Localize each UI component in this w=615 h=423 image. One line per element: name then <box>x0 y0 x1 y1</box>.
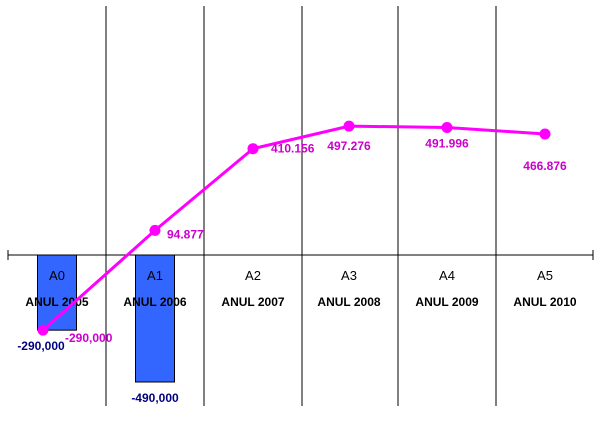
line-value-label: -290,000 <box>65 331 113 345</box>
category-code-label: A5 <box>537 268 553 283</box>
line-point-a4 <box>441 121 453 133</box>
line-point-a5 <box>539 128 551 140</box>
line-value-label: 491.996 <box>425 136 469 150</box>
category-name-label: ANUL 2007 <box>221 295 284 309</box>
category-code-label: A2 <box>245 268 261 283</box>
category-code-label: A3 <box>341 268 357 283</box>
category-name-label: ANUL 2009 <box>415 295 478 309</box>
category-name-label: ANUL 2010 <box>513 295 576 309</box>
category-name-label: ANUL 2005 <box>25 295 88 309</box>
bar-a1 <box>135 254 175 383</box>
category-code-label: A0 <box>49 268 65 283</box>
category-code-label: A1 <box>147 268 163 283</box>
line-point-a0 <box>37 324 49 336</box>
category-code-label: A4 <box>439 268 455 283</box>
bar-value-label: -290,000 <box>17 339 65 353</box>
line-value-label: 466.876 <box>523 159 567 173</box>
line-value-label: 410.156 <box>271 142 315 156</box>
line-value-label: 94.877 <box>167 227 204 241</box>
category-name-label: ANUL 2006 <box>123 295 186 309</box>
bar-value-label: -490,000 <box>131 391 179 405</box>
line-point-a2 <box>247 143 259 155</box>
line-value-label: 497.276 <box>327 139 371 153</box>
line-point-a1 <box>149 224 161 236</box>
line-series <box>42 124 546 332</box>
category-name-label: ANUL 2008 <box>317 295 380 309</box>
line-point-a3 <box>343 120 355 132</box>
